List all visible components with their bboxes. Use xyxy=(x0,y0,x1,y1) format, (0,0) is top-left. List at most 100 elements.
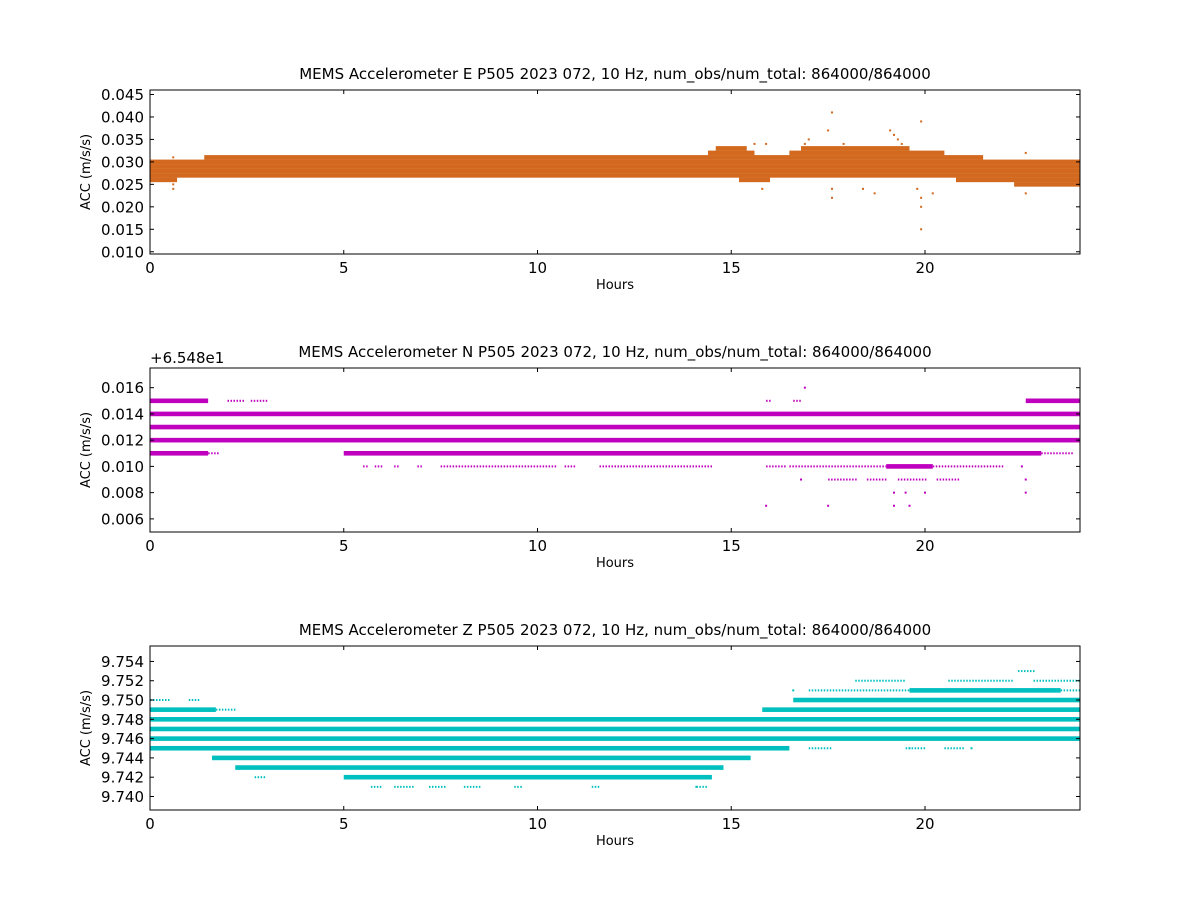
x-tick-label: 0 xyxy=(145,815,155,833)
data-band xyxy=(235,765,724,770)
data-point xyxy=(877,689,880,692)
data-point xyxy=(336,718,338,721)
data-point xyxy=(920,205,923,208)
data-point xyxy=(965,465,968,468)
data-point xyxy=(825,465,827,468)
chart-title: MEMS Accelerometer Z P505 2023 072, 10 H… xyxy=(299,621,931,640)
data-point xyxy=(837,478,839,481)
data-point xyxy=(986,465,989,468)
data-point xyxy=(1056,452,1058,455)
data-point xyxy=(1078,689,1080,692)
x-tick-label: 15 xyxy=(722,259,741,277)
data-point xyxy=(671,465,673,468)
data-point xyxy=(920,120,923,123)
x-tick-label: 10 xyxy=(528,537,547,555)
data-point xyxy=(172,187,175,190)
data-point xyxy=(980,465,983,468)
data-point xyxy=(230,708,233,711)
data-point xyxy=(817,689,820,692)
data-point xyxy=(1059,452,1061,455)
data-point xyxy=(885,679,887,682)
data-point xyxy=(635,465,637,468)
data-area xyxy=(150,111,1080,231)
data-point xyxy=(898,689,901,692)
data-point xyxy=(846,465,848,468)
data-point xyxy=(482,465,485,468)
data-point xyxy=(914,747,917,750)
data-point xyxy=(876,679,878,682)
data-point xyxy=(242,399,244,402)
data-point xyxy=(530,465,533,468)
data-point xyxy=(945,478,948,481)
data-point xyxy=(1068,452,1070,455)
data-point xyxy=(695,465,697,468)
data-point xyxy=(611,465,613,468)
data-band xyxy=(150,173,1080,178)
data-band xyxy=(150,411,1080,417)
data-point xyxy=(366,465,368,468)
data-point xyxy=(862,689,865,692)
data-point xyxy=(951,478,954,481)
data-point xyxy=(935,465,938,468)
data-point xyxy=(488,465,491,468)
data-point xyxy=(254,776,257,779)
x-tick-label: 5 xyxy=(339,537,349,555)
data-point xyxy=(959,465,962,468)
data-band xyxy=(150,168,1080,174)
data-point xyxy=(443,465,446,468)
data-point xyxy=(626,465,628,468)
data-point xyxy=(573,465,576,468)
x-tick-label: 20 xyxy=(915,815,934,833)
y-tick-label: 9.748 xyxy=(101,711,144,729)
data-band xyxy=(150,736,1080,741)
data-point xyxy=(1066,679,1068,682)
data-point xyxy=(903,679,905,682)
data-point xyxy=(954,679,956,682)
data-point xyxy=(662,465,664,468)
data-point xyxy=(850,689,853,692)
y-tick-label: 9.740 xyxy=(101,788,144,806)
data-point xyxy=(867,465,869,468)
data-point xyxy=(843,478,845,481)
data-point xyxy=(831,187,833,190)
data-point xyxy=(889,129,892,132)
x-tick-label: 20 xyxy=(915,537,934,555)
data-point xyxy=(159,699,161,702)
data-point xyxy=(823,747,826,750)
data-point xyxy=(237,718,239,721)
data-point xyxy=(811,689,814,692)
data-point xyxy=(224,708,227,711)
y-tick-label: 9.754 xyxy=(101,653,144,671)
data-point xyxy=(864,465,866,468)
data-point xyxy=(1042,679,1044,682)
data-point xyxy=(397,465,399,468)
data-point xyxy=(975,679,977,682)
data-point xyxy=(1051,679,1053,682)
data-point xyxy=(880,689,883,692)
data-point xyxy=(990,679,992,682)
data-point xyxy=(858,679,860,682)
data-point xyxy=(208,452,210,455)
data-point xyxy=(907,689,910,692)
data-point xyxy=(165,699,167,702)
data-point xyxy=(900,679,902,682)
data-point xyxy=(623,465,625,468)
data-band xyxy=(150,164,1080,169)
data-band xyxy=(150,437,1080,443)
data-point xyxy=(412,785,414,788)
data-point xyxy=(674,465,676,468)
data-point xyxy=(1041,452,1043,455)
data-point xyxy=(801,465,803,468)
data-point xyxy=(1045,679,1047,682)
data-point xyxy=(867,679,869,682)
data-point xyxy=(885,465,887,468)
data-point xyxy=(917,747,920,750)
data-point xyxy=(852,465,854,468)
data-point xyxy=(793,399,795,402)
data-point xyxy=(905,747,908,750)
data-point xyxy=(972,679,974,682)
axes-frame xyxy=(149,645,1081,811)
data-point xyxy=(518,465,521,468)
data-point xyxy=(775,465,777,468)
data-point xyxy=(864,679,866,682)
